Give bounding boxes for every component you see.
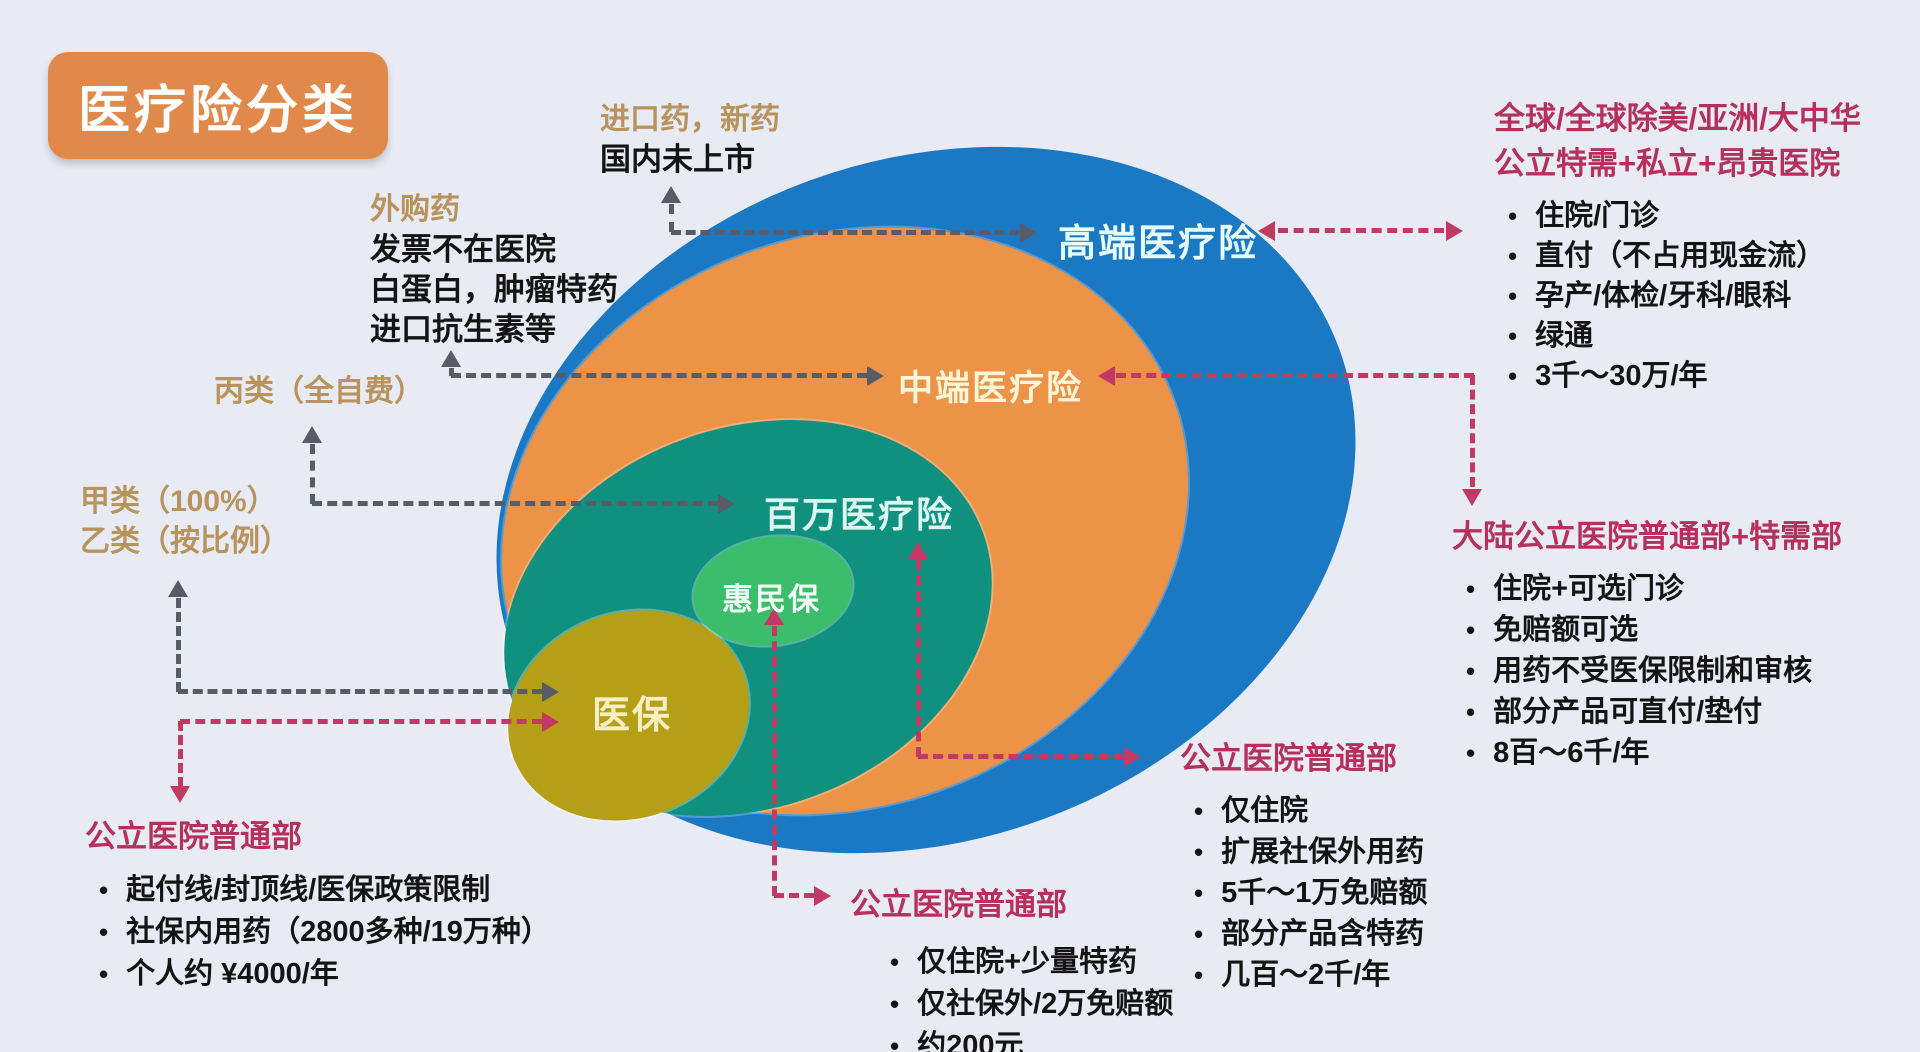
arrow-right-icon (867, 366, 884, 386)
arrow-up-icon (168, 580, 188, 597)
list-item: 住院+可选门诊 (1452, 569, 1842, 610)
list-item: 约200元 (876, 1025, 1173, 1052)
connector-external-mid (451, 373, 867, 378)
note-external-drugs-line: 进口抗生素等 (370, 312, 556, 347)
list-item: 部分产品可直付/垫付 (1452, 692, 1842, 733)
arrow-up-icon (441, 350, 461, 367)
arrow-up-icon (661, 186, 681, 203)
panel-premium-list: 住院/门诊 直付（不占用现金流） 孕产/体检/牙科/眼科 绿通 3千～30万/年 (1494, 196, 1861, 396)
list-item: 几百～2千/年 (1180, 955, 1427, 996)
note-external-drugs-heading: 外购药 (370, 193, 460, 226)
note-class-b-line: 乙类（按比例） (80, 525, 290, 558)
connector-huimin-panel (772, 626, 777, 896)
list-item: 起付线/封顶线/医保政策限制 (85, 869, 550, 911)
note-class-c-heading: 丙类（全自费） (214, 375, 424, 408)
panel-million-details: 公立医院普通部 仅住院 扩展社保外用药 5千～1万免赔额 部分产品含特药 几百～… (1180, 736, 1427, 996)
list-item: 孕产/体检/牙科/眼科 (1494, 276, 1861, 316)
connector-mid-panel (1116, 373, 1474, 378)
arrow-right-icon (1446, 221, 1463, 241)
panel-social-list: 起付线/封顶线/医保政策限制 社保内用药（2800多种/19万种） 个人约 ¥4… (85, 869, 550, 995)
connector-million-panel (918, 754, 1124, 759)
list-item: 个人约 ¥4000/年 (85, 953, 550, 995)
label-million-medical: 百万医疗险 (764, 494, 955, 535)
note-class-ab: 甲类（100%） 乙类（按比例） (80, 482, 290, 562)
note-import-drugs: 进口药，新药 国内未上市 (600, 100, 780, 180)
list-item: 用药不受医保限制和审核 (1452, 651, 1842, 692)
connector-social-panel (178, 721, 183, 787)
connector-classc-million (312, 501, 718, 506)
note-class-a-line: 甲类（100%） (80, 485, 277, 518)
note-external-drugs-line: 发票不在医院 (370, 232, 556, 267)
label-huimin-bao: 惠民保 (722, 582, 821, 617)
panel-social-heading: 公立医院普通部 (85, 819, 302, 854)
list-item: 仅住院+少量特药 (876, 941, 1173, 983)
list-item: 3千～30万/年 (1494, 356, 1861, 396)
list-item: 扩展社保外用药 (1180, 832, 1427, 873)
arrow-right-icon (542, 712, 559, 732)
connector-import-premium (669, 204, 674, 232)
arrow-down-icon (1462, 489, 1482, 506)
connector-mid-panel (1470, 375, 1475, 487)
arrow-right-icon (1020, 223, 1037, 243)
note-import-drugs-line: 国内未上市 (600, 142, 755, 177)
label-social-insurance: 医保 (592, 695, 673, 737)
list-item: 住院/门诊 (1494, 196, 1861, 236)
list-item: 部分产品含特药 (1180, 914, 1427, 955)
panel-huimin-details: 公立医院普通部 仅住院+少量特药 仅社保外/2万免赔额 约200元 (850, 882, 1173, 1052)
list-item: 社保内用药（2800多种/19万种） (85, 911, 550, 953)
panel-huimin-heading: 公立医院普通部 (850, 887, 1067, 922)
panel-million-list: 仅住院 扩展社保外用药 5千～1万免赔额 部分产品含特药 几百～2千/年 (1180, 791, 1427, 996)
panel-mid-list: 住院+可选门诊 免赔额可选 用药不受医保限制和审核 部分产品可直付/垫付 8百～… (1452, 569, 1842, 774)
connector-social-panel (180, 719, 542, 724)
connector-huimin-panel (774, 893, 814, 898)
list-item: 免赔额可选 (1452, 610, 1842, 651)
connector-classab-social (176, 598, 181, 692)
arrow-down-icon (170, 786, 190, 803)
list-item: 直付（不占用现金流） (1494, 236, 1861, 276)
connector-classab-social (178, 689, 542, 694)
note-class-c: 丙类（全自费） (214, 372, 424, 412)
list-item: 8百～6千/年 (1452, 733, 1842, 774)
note-external-drugs-line: 白蛋白，肿瘤特药 (370, 272, 618, 307)
arrow-up-icon (764, 608, 784, 625)
panel-premium-heading-line1: 全球/全球除美/亚洲/大中华 (1494, 101, 1861, 136)
panel-social-details: 公立医院普通部 起付线/封顶线/医保政策限制 社保内用药（2800多种/19万种… (85, 814, 550, 995)
connector-million-panel (916, 560, 921, 757)
arrow-right-icon (718, 494, 735, 514)
arrow-right-icon (814, 886, 831, 906)
panel-premium-details: 全球/全球除美/亚洲/大中华 公立特需+私立+昂贵医院 住院/门诊 直付（不占用… (1494, 96, 1861, 396)
panel-mid-details: 大陆公立医院普通部+特需部 住院+可选门诊 免赔额可选 用药不受医保限制和审核 … (1452, 514, 1842, 774)
connector-premium-panel (1278, 228, 1444, 233)
connector-import-premium (671, 230, 1019, 235)
panel-million-heading: 公立医院普通部 (1180, 741, 1397, 776)
list-item: 绿通 (1494, 316, 1861, 356)
arrow-left-icon (1258, 221, 1275, 241)
arrow-right-icon (542, 682, 559, 702)
note-import-drugs-heading: 进口药，新药 (600, 103, 780, 136)
panel-huimin-list: 仅住院+少量特药 仅社保外/2万免赔额 约200元 (876, 941, 1173, 1052)
note-external-drugs: 外购药 发票不在医院 白蛋白，肿瘤特药 进口抗生素等 (370, 190, 618, 350)
arrow-right-icon (1124, 747, 1141, 767)
arrow-up-icon (908, 542, 928, 559)
list-item: 仅住院 (1180, 791, 1427, 832)
connector-external-mid (449, 368, 454, 376)
arrow-left-icon (1098, 366, 1115, 386)
panel-premium-heading-line2: 公立特需+私立+昂贵医院 (1494, 146, 1841, 181)
list-item: 5千～1万免赔额 (1180, 873, 1427, 914)
list-item: 仅社保外/2万免赔额 (876, 983, 1173, 1025)
label-mid-medical: 中端医疗险 (898, 369, 1084, 408)
connector-classc-million (310, 444, 315, 504)
arrow-up-icon (302, 426, 322, 443)
label-premium-medical: 高端医疗险 (1058, 223, 1259, 265)
page-title: 医疗险分类 (48, 52, 389, 159)
panel-mid-heading: 大陆公立医院普通部+特需部 (1452, 519, 1843, 554)
